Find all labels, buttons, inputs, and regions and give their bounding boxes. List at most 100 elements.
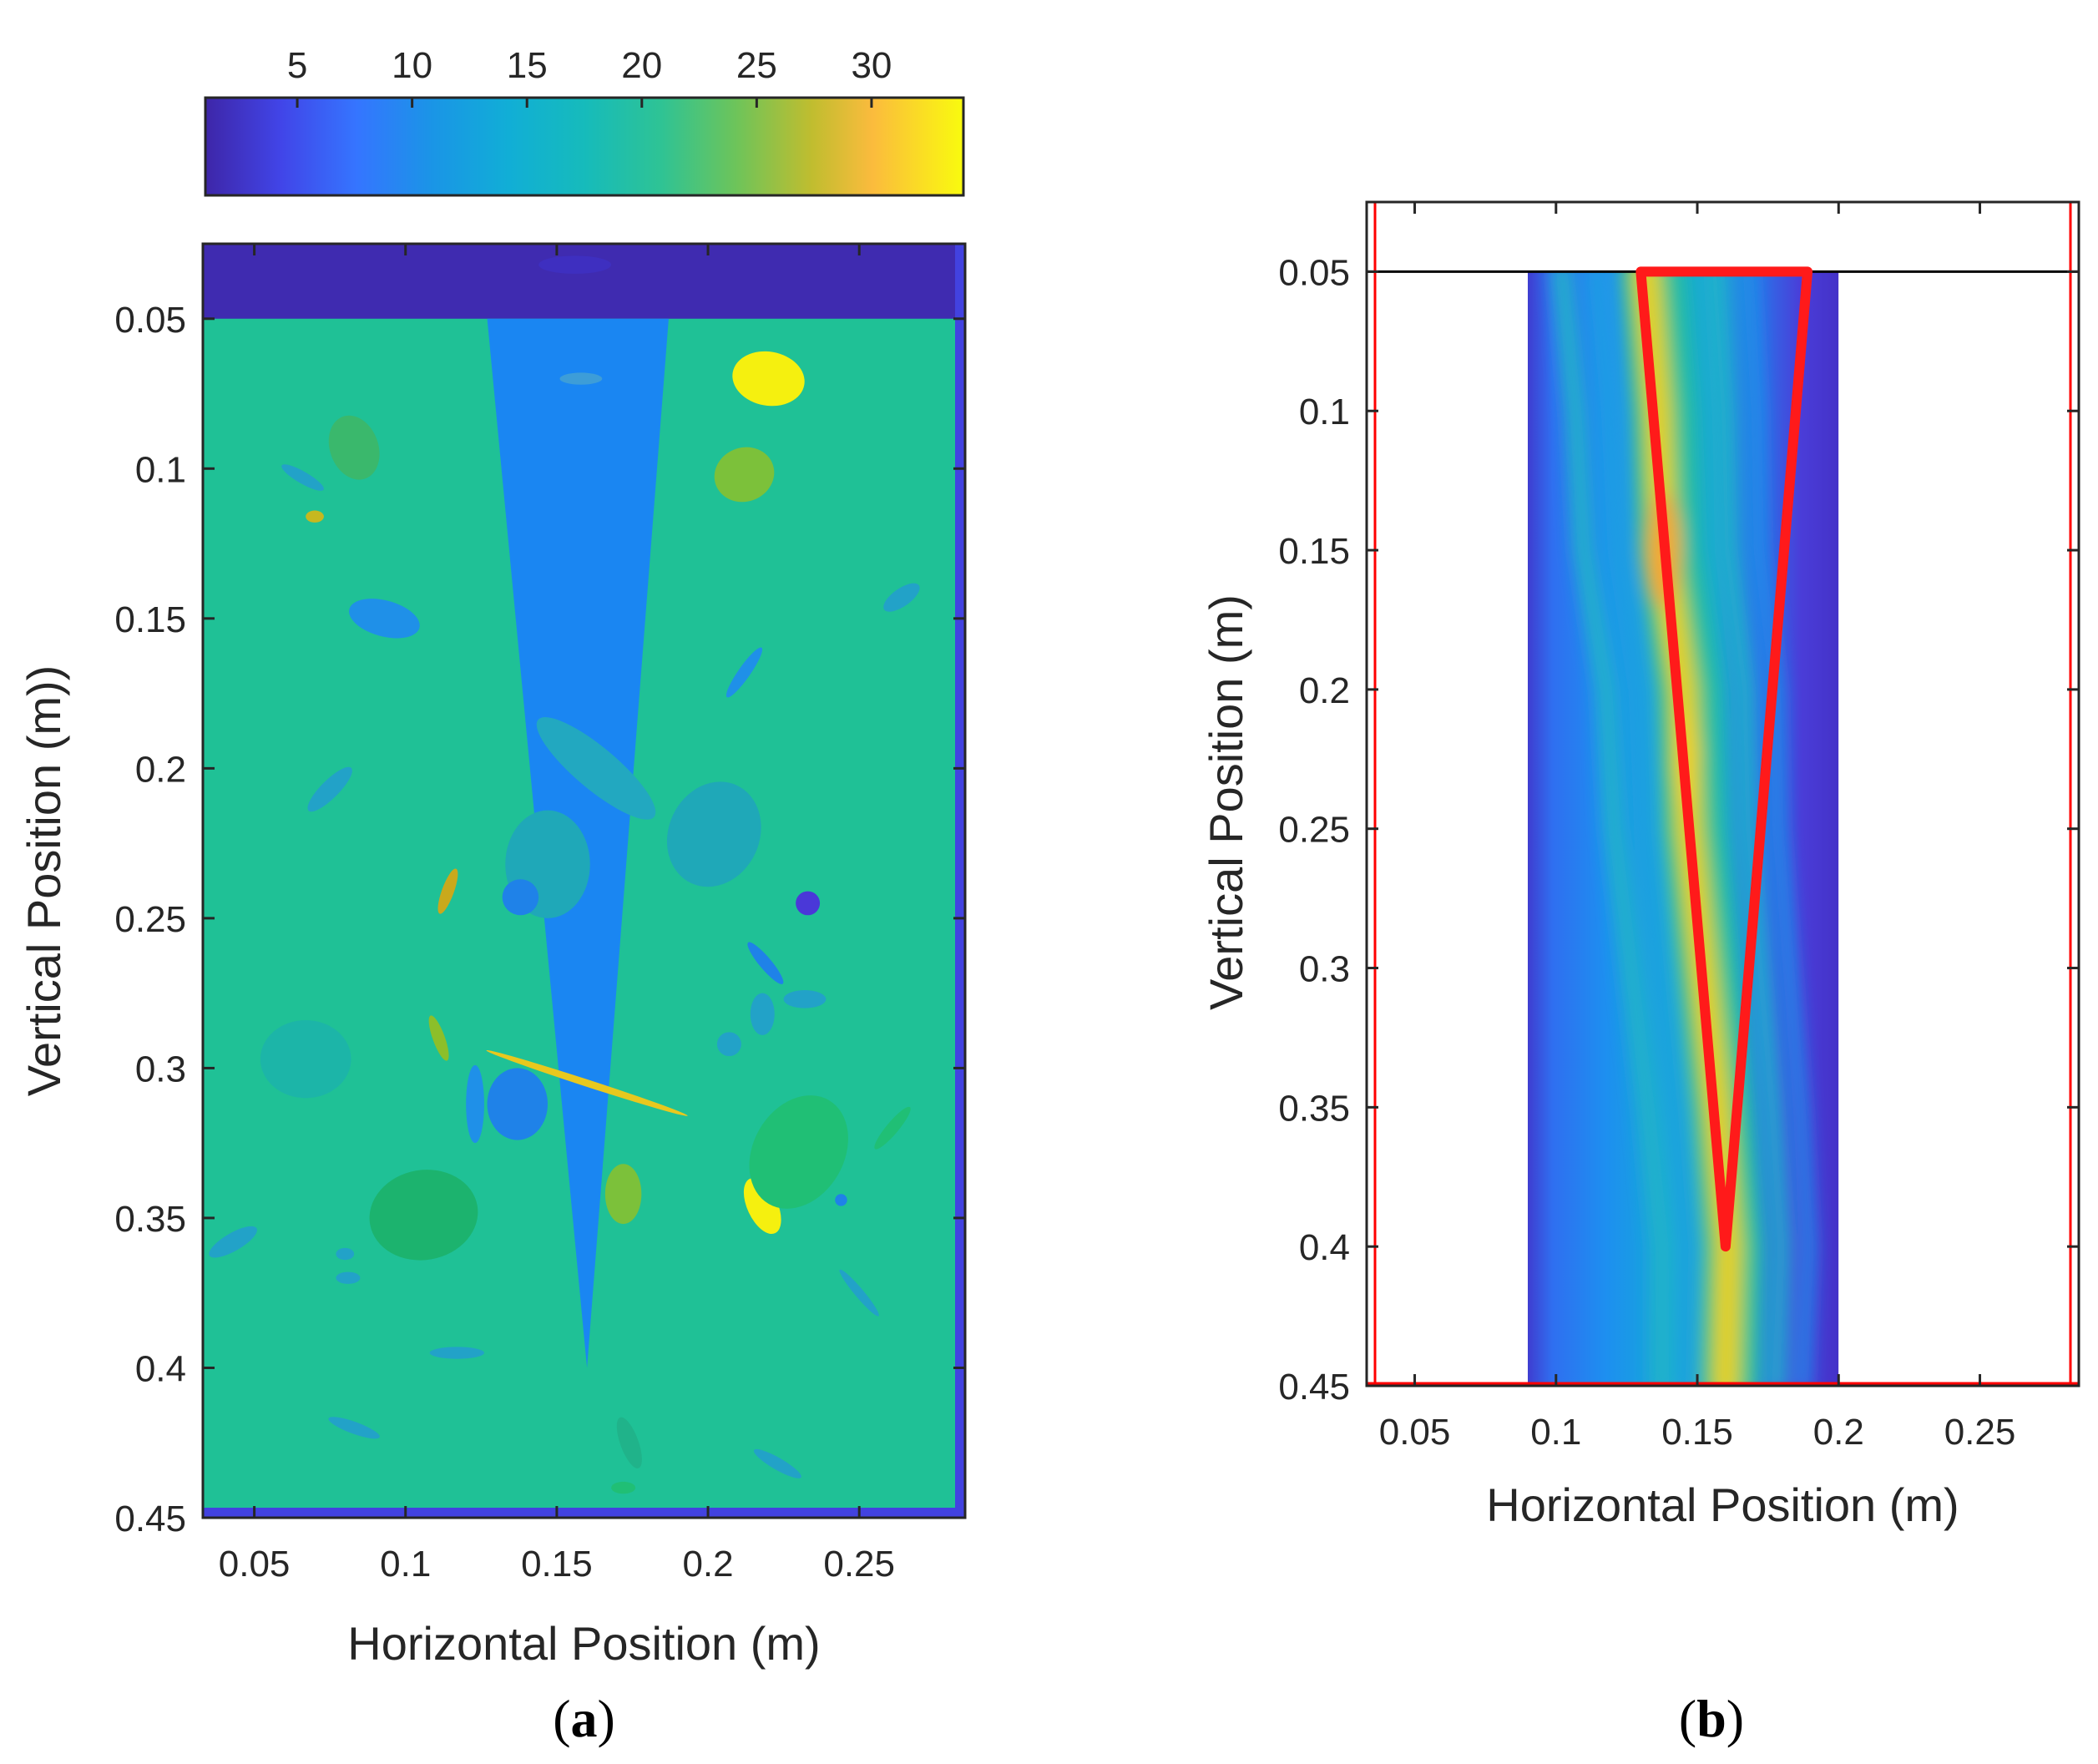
panel-a-inclusion bbox=[307, 766, 352, 812]
panel-a-inclusion bbox=[429, 1347, 484, 1359]
panel-b-ytick-label: 0.1 bbox=[1299, 392, 1350, 432]
panel-b-label-open: ( bbox=[1679, 1689, 1696, 1748]
panel-b-ytick-label: 0.3 bbox=[1299, 949, 1350, 990]
panel-a-inclusion bbox=[486, 1049, 688, 1116]
panel-b-xtick-label: 0.15 bbox=[1661, 1412, 1733, 1453]
panel-b-axes-box bbox=[1365, 200, 2080, 1387]
panel-a-inclusion bbox=[349, 599, 420, 639]
panel-a-inclusion bbox=[732, 351, 805, 407]
panel-a-label: (a) bbox=[553, 1689, 615, 1748]
panel-b-reconstruction: 0.05 0.1 0.15 0.2 0.25 0.3 0.35 0.4 0.45 0.05 0.1 0… bbox=[1200, 200, 2080, 1748]
panel-a-ylabel: Vertical Position (m)) bbox=[18, 665, 70, 1097]
panel-a-ytick-label: 0.4 bbox=[135, 1348, 186, 1389]
panel-b-xtick-label: 0.1 bbox=[1530, 1412, 1581, 1453]
panel-a-inclusion bbox=[750, 993, 775, 1035]
panel-b-ytick-label: 0.2 bbox=[1299, 670, 1350, 711]
panel-a-heatmap: 0.050.10.150.20.250.30.350.40.450.05 0.1 0… bbox=[18, 45, 967, 1748]
panel-a-inclusion bbox=[428, 1015, 449, 1061]
panel-b-streak bbox=[1588, 271, 1696, 1387]
panel-b-ytick-label: 0.15 bbox=[1278, 531, 1350, 572]
panel-a-inclusion bbox=[616, 1417, 642, 1468]
panel-a-inclusion bbox=[336, 1271, 361, 1284]
panel-a-inclusion bbox=[502, 879, 539, 916]
colorbar-tick-label: 25 bbox=[736, 45, 777, 86]
panel-a-inclusion bbox=[753, 1448, 801, 1478]
panel-a-inclusion bbox=[536, 717, 656, 820]
panel-b-ytick-label: 0.4 bbox=[1299, 1227, 1350, 1268]
panel-b-xlabel: Horizontal Position (m) bbox=[1486, 1478, 1959, 1531]
panel-b-outline bbox=[1635, 266, 1813, 1252]
panel-a-axes-box bbox=[201, 242, 967, 1519]
panel-a-inclusion bbox=[611, 1481, 636, 1494]
panel-a-inclusion bbox=[260, 1019, 351, 1099]
panel-b-label-letter: b bbox=[1696, 1689, 1726, 1748]
panel-a-xtick-label: 0.1 bbox=[380, 1544, 431, 1585]
panel-a-label-open: ( bbox=[553, 1689, 570, 1748]
panel-b-label: (b) bbox=[1679, 1689, 1744, 1748]
panel-a-inclusion bbox=[559, 372, 603, 385]
panel-a-inclusion bbox=[487, 1068, 549, 1140]
panel-a-inclusion bbox=[209, 1226, 257, 1258]
panel-b-xtick-label: 0.05 bbox=[1379, 1412, 1451, 1453]
panel-a-ytick-label: 0.15 bbox=[114, 599, 186, 640]
panel-a-inclusion bbox=[666, 781, 761, 887]
panel-a-label-letter: a bbox=[571, 1689, 598, 1748]
panel-b-ylabel: Vertical Position (m) bbox=[1200, 594, 1252, 1010]
panel-b-ytick-label: 0.45 bbox=[1278, 1367, 1350, 1408]
panel-a-ytick-label: 0.1 bbox=[135, 449, 186, 490]
panel-b-ytick-label: 0.35 bbox=[1278, 1088, 1350, 1129]
panel-a-ytick-label: 0.2 bbox=[135, 749, 186, 790]
panel-a-inclusion bbox=[716, 1032, 741, 1057]
panel-a-inclusion bbox=[336, 1247, 355, 1261]
panel-a-inclusion bbox=[883, 583, 920, 612]
panel-b-label-close: ) bbox=[1726, 1689, 1744, 1748]
panel-a-right-strip bbox=[955, 244, 965, 1518]
panel-a-top-layer bbox=[203, 244, 965, 319]
panel-a-label-close: ) bbox=[598, 1689, 615, 1748]
colorbar-tick-label: 20 bbox=[621, 45, 662, 86]
panel-a-inclusion bbox=[796, 891, 821, 916]
panel-a-xtick-label: 0.15 bbox=[521, 1544, 593, 1585]
colorbar-tick-label: 10 bbox=[392, 45, 432, 86]
panel-a-inclusion bbox=[749, 1095, 848, 1209]
panel-a-inclusion bbox=[725, 647, 763, 698]
panel-a-ytick-label: 0.45 bbox=[114, 1499, 186, 1539]
panel-b-streak bbox=[1741, 271, 1816, 1387]
panel-a-ytick-label: 0.05 bbox=[114, 300, 186, 341]
panel-b-ytick-label: 0.05 bbox=[1278, 252, 1350, 293]
panel-a-xlabel: Horizontal Position (m) bbox=[347, 1617, 820, 1670]
panel-a-image bbox=[203, 244, 965, 1518]
colorbar-tick-label: 30 bbox=[851, 45, 892, 86]
panel-a-inclusion bbox=[783, 990, 827, 1008]
panel-a-inclusion bbox=[328, 415, 380, 480]
panel-b-xtick-label: 0.25 bbox=[1944, 1412, 2016, 1453]
panel-a-inclusion bbox=[281, 464, 324, 491]
panel-a-inclusion bbox=[874, 1106, 911, 1150]
colorbar-gradient bbox=[205, 98, 963, 195]
panel-a-ytick-label: 0.25 bbox=[114, 899, 186, 940]
panel-a-inclusion bbox=[538, 255, 612, 274]
panel-a-inclusion bbox=[747, 942, 784, 984]
panel-a-inclusion bbox=[306, 510, 324, 523]
panel-a-inclusion bbox=[839, 1269, 879, 1317]
panel-a-xtick-label: 0.25 bbox=[823, 1544, 895, 1585]
panel-b-streak bbox=[1670, 271, 1766, 1387]
panel-a-inclusion bbox=[466, 1064, 484, 1144]
panel-b-streak bbox=[1552, 271, 1671, 1387]
panel-a-ytick-label: 0.3 bbox=[135, 1049, 186, 1089]
panel-a-inclusion bbox=[835, 1194, 847, 1206]
panel-a-inclusion bbox=[328, 1417, 380, 1439]
panel-a-inclusion bbox=[437, 868, 458, 914]
panel-a-inclusion bbox=[714, 447, 775, 503]
panel-a-xtick-label: 0.2 bbox=[682, 1544, 733, 1585]
panel-a-xtick-label: 0.05 bbox=[219, 1544, 291, 1585]
panel-a-inclusion bbox=[369, 1170, 478, 1261]
panel-a-bottom-strip bbox=[203, 1508, 965, 1518]
panel-b-xtick-label: 0.2 bbox=[1813, 1412, 1864, 1453]
colorbar-tick-label: 15 bbox=[507, 45, 548, 86]
panel-b-streak bbox=[1706, 271, 1790, 1387]
panel-a-ytick-label: 0.35 bbox=[114, 1199, 186, 1240]
colorbar-box bbox=[204, 96, 965, 197]
colorbar-tick-label: 5 bbox=[287, 45, 307, 86]
